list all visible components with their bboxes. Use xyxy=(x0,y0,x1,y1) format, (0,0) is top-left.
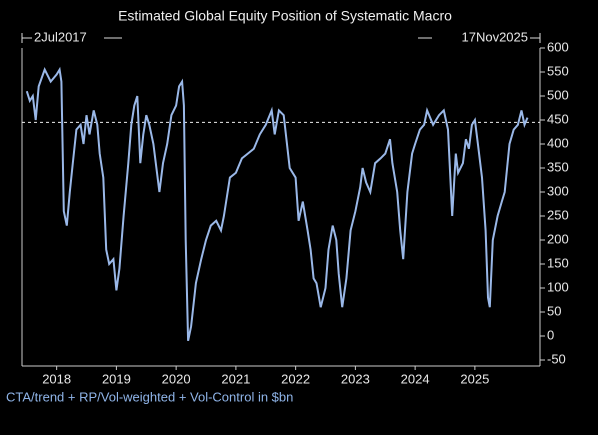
range-start: 2Jul2017 xyxy=(34,29,87,44)
y-tick-label: 100 xyxy=(547,279,569,294)
y-tick-label: -50 xyxy=(547,351,566,366)
y-tick-label: 500 xyxy=(547,87,569,102)
x-tick-label: 2021 xyxy=(221,371,250,386)
y-tick-label: 550 xyxy=(547,63,569,78)
y-tick-label: 0 xyxy=(547,327,554,342)
x-tick-label: 2024 xyxy=(401,371,430,386)
y-tick-label: 300 xyxy=(547,183,569,198)
y-tick-label: 450 xyxy=(547,111,569,126)
y-tick-label: 150 xyxy=(547,255,569,270)
y-tick-label: 600 xyxy=(547,39,569,54)
footnote: CTA/trend + RP/Vol-weighted + Vol-Contro… xyxy=(6,389,293,404)
range-end: 17Nov2025 xyxy=(462,29,529,44)
y-tick-label: 50 xyxy=(547,303,561,318)
y-tick-label: 200 xyxy=(547,231,569,246)
x-tick-label: 2018 xyxy=(42,371,71,386)
chart-title: Estimated Global Equity Position of Syst… xyxy=(118,8,452,24)
y-tick-label: 400 xyxy=(547,135,569,150)
y-tick-label: 350 xyxy=(547,159,569,174)
x-tick-label: 2023 xyxy=(341,371,370,386)
x-tick-label: 2022 xyxy=(281,371,310,386)
x-tick-label: 2020 xyxy=(162,371,191,386)
data-line xyxy=(25,66,529,342)
x-tick-label: 2019 xyxy=(102,371,131,386)
x-tick-label: 2025 xyxy=(460,371,489,386)
y-tick-label: 250 xyxy=(547,207,569,222)
